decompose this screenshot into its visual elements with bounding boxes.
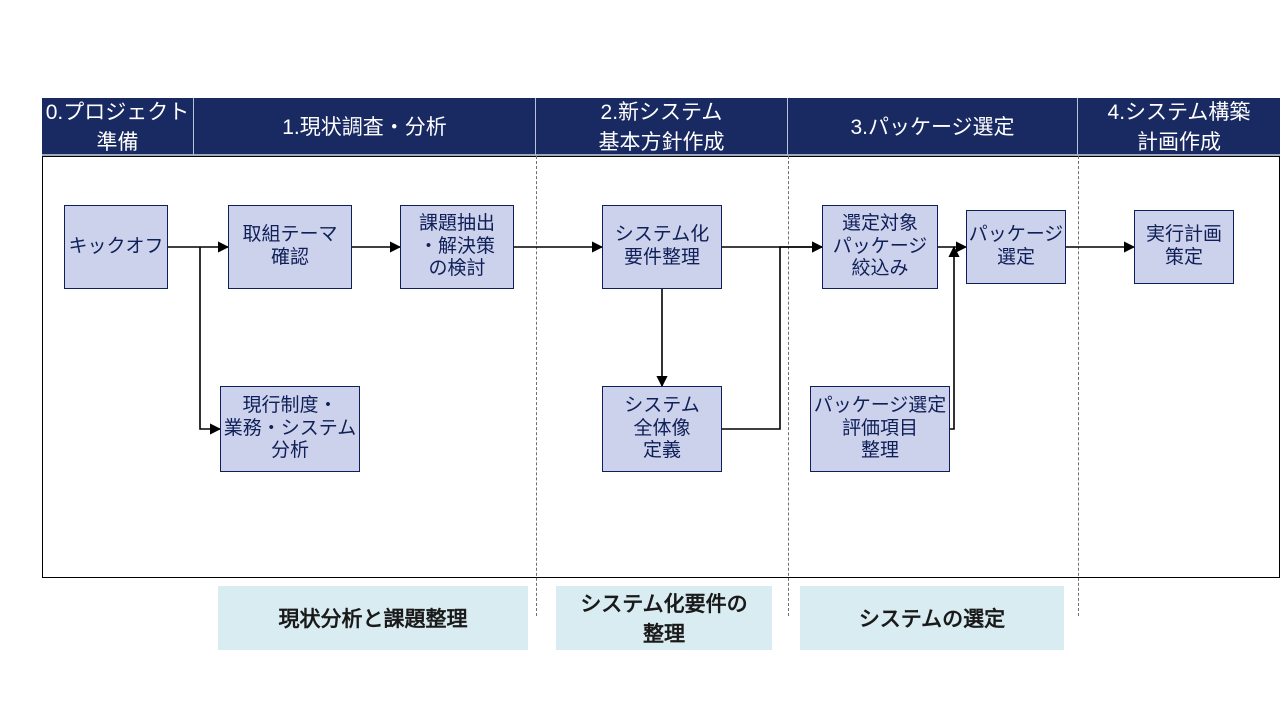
summary-s2: システム化要件の 整理 [556, 586, 772, 650]
phase-header-h2: 2.新システム 基本方針作成 [536, 98, 788, 156]
phase-header-h4: 4.システム構築 計画作成 [1078, 98, 1280, 156]
node-pkgsel: パッケージ 選定 [966, 210, 1066, 284]
phase-divider-0 [536, 156, 537, 616]
phase-header-h0: 0.プロジェクト 準備 [42, 98, 194, 156]
node-evalitems: パッケージ選定 評価項目 整理 [810, 386, 950, 472]
summary-s3: システムの選定 [800, 586, 1064, 650]
node-issues: 課題抽出 ・解決策 の検討 [400, 205, 514, 289]
phase-divider-1 [788, 156, 789, 616]
diagram-canvas: { "canvas": { "width": 1280, "height": 7… [0, 0, 1280, 720]
phase-header-h1: 1.現状調査・分析 [194, 98, 536, 156]
summary-s1: 現状分析と課題整理 [218, 586, 528, 650]
node-theme: 取組テーマ 確認 [228, 205, 352, 289]
node-pkgfilter: 選定対象 パッケージ 絞込み [822, 205, 938, 289]
phase-header-h3: 3.パッケージ選定 [788, 98, 1078, 156]
node-kickoff: キックオフ [64, 205, 168, 289]
node-current: 現行制度・ 業務・システム 分析 [220, 386, 360, 472]
node-sysreq: システム化 要件整理 [602, 205, 722, 289]
node-sysdef: システム 全体像 定義 [602, 386, 722, 472]
node-plan: 実行計画 策定 [1134, 210, 1234, 284]
phase-divider-2 [1078, 156, 1079, 616]
